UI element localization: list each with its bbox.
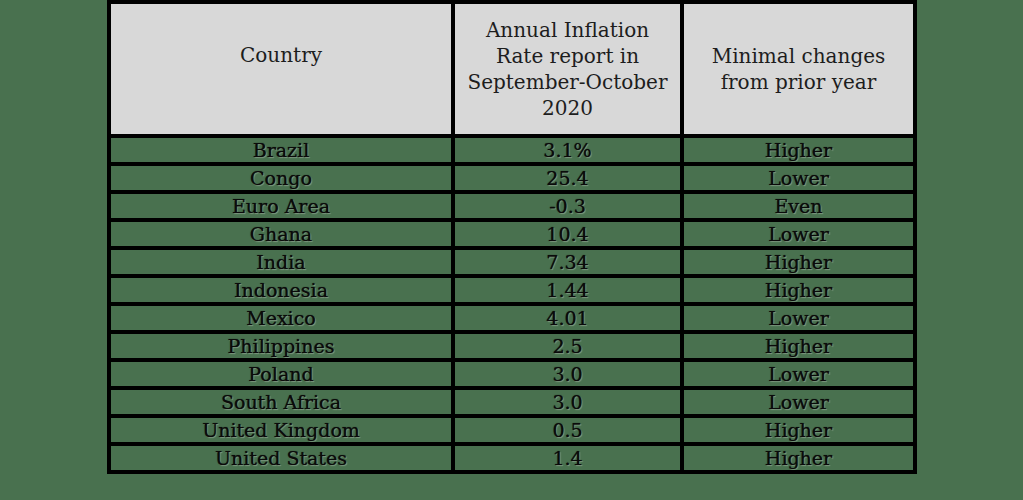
- cell-country: Euro Area: [109, 192, 453, 220]
- cell-country: Ghana: [109, 220, 453, 248]
- cell-change: Higher: [682, 276, 915, 304]
- inflation-table: Country Annual Inflation Rate report in …: [107, 0, 917, 474]
- cell-rate: 10.4: [453, 220, 682, 248]
- cell-change: Lower: [682, 164, 915, 192]
- cell-country: United Kingdom: [109, 416, 453, 444]
- cell-country: United States: [109, 444, 453, 472]
- cell-change: Higher: [682, 136, 915, 164]
- cell-change: Higher: [682, 416, 915, 444]
- table-row: Euro Area -0.3 Even: [109, 192, 915, 220]
- cell-rate: 3.0: [453, 360, 682, 388]
- cell-change: Higher: [682, 248, 915, 276]
- table-row: Poland 3.0 Lower: [109, 360, 915, 388]
- cell-country: South Africa: [109, 388, 453, 416]
- cell-change: Lower: [682, 388, 915, 416]
- table-row: South Africa 3.0 Lower: [109, 388, 915, 416]
- cell-country: India: [109, 248, 453, 276]
- table-row: India 7.34 Higher: [109, 248, 915, 276]
- cell-rate: 1.44: [453, 276, 682, 304]
- table-row: Ghana 10.4 Lower: [109, 220, 915, 248]
- page-background: Country Annual Inflation Rate report in …: [0, 0, 1023, 500]
- cell-rate: 3.0: [453, 388, 682, 416]
- table-row: Congo 25.4 Lower: [109, 164, 915, 192]
- table-row: Mexico 4.01 Lower: [109, 304, 915, 332]
- cell-rate: 1.4: [453, 444, 682, 472]
- cell-country: Poland: [109, 360, 453, 388]
- cell-country: Brazil: [109, 136, 453, 164]
- table-row: United States 1.4 Higher: [109, 444, 915, 472]
- cell-rate: 2.5: [453, 332, 682, 360]
- table-row: Indonesia 1.44 Higher: [109, 276, 915, 304]
- cell-rate: 0.5: [453, 416, 682, 444]
- cell-change: Higher: [682, 332, 915, 360]
- table-body: Brazil 3.1% Higher Congo 25.4 Lower Euro…: [109, 136, 915, 472]
- cell-rate: 4.01: [453, 304, 682, 332]
- cell-change: Higher: [682, 444, 915, 472]
- cell-change: Lower: [682, 304, 915, 332]
- column-header-inflation-rate: Annual Inflation Rate report in Septembe…: [453, 2, 682, 136]
- cell-country: Mexico: [109, 304, 453, 332]
- cell-rate: 3.1%: [453, 136, 682, 164]
- table-header: Country Annual Inflation Rate report in …: [109, 2, 915, 136]
- cell-rate: -0.3: [453, 192, 682, 220]
- cell-change: Lower: [682, 360, 915, 388]
- cell-change: Lower: [682, 220, 915, 248]
- column-header-country: Country: [109, 2, 453, 136]
- column-header-minimal-changes: Minimal changes from prior year: [682, 2, 915, 136]
- cell-rate: 25.4: [453, 164, 682, 192]
- cell-change: Even: [682, 192, 915, 220]
- table-row: Brazil 3.1% Higher: [109, 136, 915, 164]
- table-row: United Kingdom 0.5 Higher: [109, 416, 915, 444]
- table-row: Philippines 2.5 Higher: [109, 332, 915, 360]
- cell-country: Indonesia: [109, 276, 453, 304]
- cell-rate: 7.34: [453, 248, 682, 276]
- header-row: Country Annual Inflation Rate report in …: [109, 2, 915, 136]
- cell-country: Congo: [109, 164, 453, 192]
- cell-country: Philippines: [109, 332, 453, 360]
